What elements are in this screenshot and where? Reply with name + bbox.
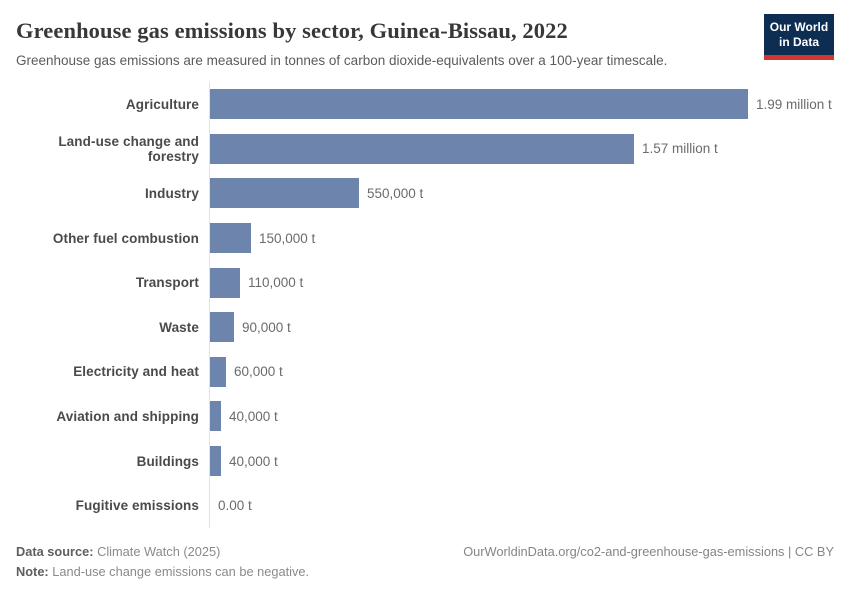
bar[interactable] <box>210 89 748 120</box>
chart-row: Aviation and shipping 40,000 t <box>16 394 834 439</box>
bar[interactable] <box>210 356 226 387</box>
chart-row: Fugitive emissions 0.00 t <box>16 483 834 528</box>
header: Greenhouse gas emissions by sector, Guin… <box>16 14 834 68</box>
bar-track: 1.99 million t <box>209 82 834 127</box>
chart-subtitle: Greenhouse gas emissions are measured in… <box>16 53 668 68</box>
bar[interactable] <box>210 223 251 254</box>
bar[interactable] <box>210 133 634 164</box>
bar[interactable] <box>210 401 221 432</box>
value-label: 1.57 million t <box>642 141 718 157</box>
value-label: 40,000 t <box>229 408 278 424</box>
bar-track: 150,000 t <box>209 215 834 261</box>
category-label: Other fuel combustion <box>52 230 199 246</box>
footer-url[interactable]: OurWorldinData.org/co2-and-greenhouse-ga… <box>463 544 834 559</box>
value-label: 110,000 t <box>248 275 304 291</box>
bar-track: 110,000 t <box>209 260 834 305</box>
bar-track: 550,000 t <box>209 171 834 216</box>
category-label: Fugitive emissions <box>75 498 199 514</box>
footer-left: Data source: Climate Watch (2025) Note: … <box>16 544 309 584</box>
bar[interactable] <box>210 267 240 298</box>
value-label: 150,000 t <box>259 230 316 246</box>
bar-track: 0.00 t <box>209 483 834 528</box>
chart-row: Industry 550,000 t <box>16 171 834 216</box>
note-value: Land-use change emissions can be negativ… <box>48 564 310 579</box>
value-label: 0.00 t <box>218 498 252 514</box>
category-label: Buildings <box>136 453 199 469</box>
owid-logo-line1: Our World <box>769 20 829 34</box>
data-source-label: Data source: <box>16 544 94 559</box>
category-label: Electricity and heat <box>73 364 199 380</box>
category-label: Waste <box>159 319 199 335</box>
bar-chart: Agriculture 1.99 million t Land-use change… <box>16 82 834 528</box>
data-source-value: Climate Watch (2025) <box>93 544 221 559</box>
chart-row: Land-use change and forestry 1.57 million… <box>16 126 834 172</box>
chart-row: Waste 90,000 t <box>16 304 834 350</box>
value-label: 90,000 t <box>242 319 291 335</box>
bar-track: 1.57 million t <box>209 126 834 172</box>
owid-logo: Our World in Data <box>764 14 834 60</box>
header-text: Greenhouse gas emissions by sector, Guin… <box>16 14 667 68</box>
owid-logo-text: Our World in Data <box>764 14 834 55</box>
owid-logo-line2: in Data <box>778 35 819 49</box>
bar-track: 60,000 t <box>209 349 834 395</box>
bar[interactable] <box>210 178 359 209</box>
category-label: Agriculture <box>125 96 199 112</box>
page-title: Greenhouse gas emissions by sector, Guin… <box>16 18 568 43</box>
chart-row: Buildings 40,000 t <box>16 438 834 484</box>
bar[interactable] <box>210 312 234 343</box>
category-label: Aviation and shipping <box>56 408 199 424</box>
category-label: Industry <box>144 185 199 201</box>
bar-track: 40,000 t <box>209 394 834 439</box>
owid-logo-accent-bar <box>764 55 834 60</box>
bar[interactable] <box>210 446 221 477</box>
chart-row: Other fuel combustion 150,000 t <box>16 215 834 261</box>
value-label: 40,000 t <box>229 453 278 469</box>
value-label: 60,000 t <box>234 364 283 380</box>
chart-row: Electricity and heat 60,000 t <box>16 349 834 395</box>
chart-row: Agriculture 1.99 million t <box>16 82 834 127</box>
chart-row: Transport 110,000 t <box>16 260 834 305</box>
bar-track: 90,000 t <box>209 304 834 350</box>
bar-track: 40,000 t <box>209 438 834 484</box>
footer: Data source: Climate Watch (2025) Note: … <box>16 544 834 588</box>
value-label: 550,000 t <box>367 185 424 201</box>
value-label: 1.99 million t <box>756 96 832 112</box>
category-label: Transport <box>135 275 199 291</box>
note-line: Note: Land-use change emissions can be n… <box>16 564 309 579</box>
category-label: Land-use change and forestry <box>58 133 199 164</box>
data-source-line: Data source: Climate Watch (2025) <box>16 544 309 559</box>
note-label: Note: <box>16 564 49 579</box>
chart-rows: Agriculture 1.99 million t Land-use change… <box>16 82 834 528</box>
